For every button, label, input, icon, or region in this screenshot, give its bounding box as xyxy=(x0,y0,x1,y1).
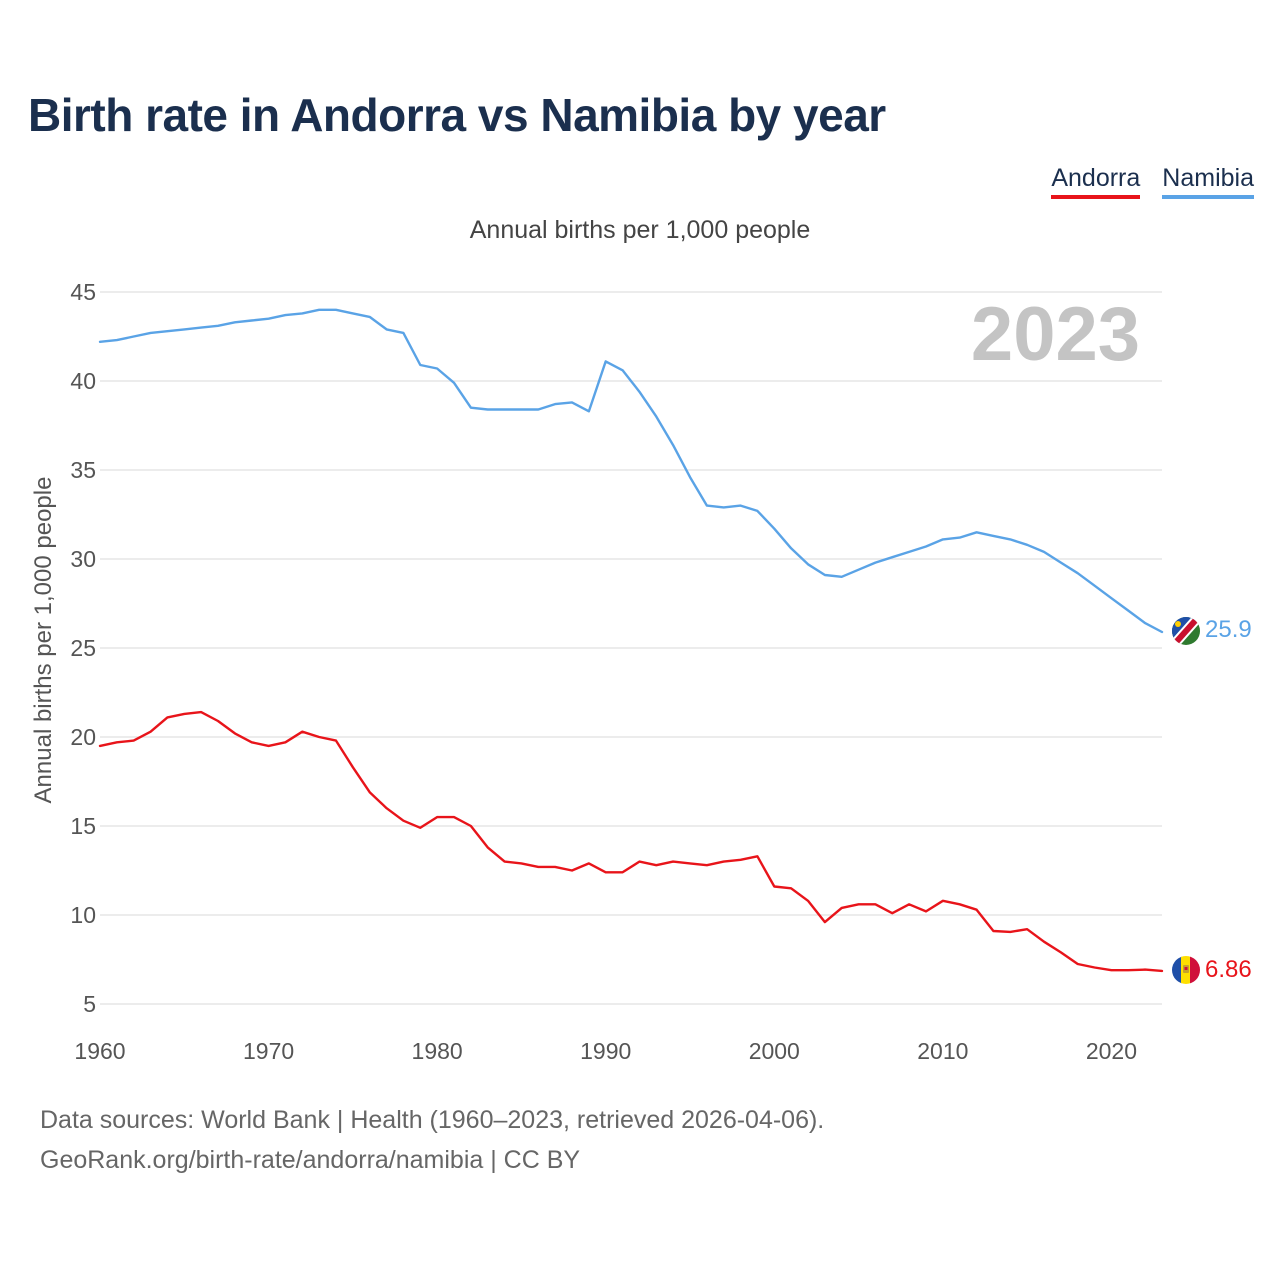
x-tick-label-1980: 1980 xyxy=(412,1038,463,1064)
grid-layer xyxy=(100,291,1162,1005)
legend-item-namibia[interactable]: Namibia xyxy=(1162,164,1254,199)
year-watermark: 2023 xyxy=(971,292,1140,377)
namibia-flag-icon xyxy=(1172,617,1200,645)
x-tick-label-2010: 2010 xyxy=(917,1038,968,1064)
y-axis-ticks: 5 10 15 20 25 30 35 40 45 xyxy=(70,279,96,1017)
x-tick-label-2020: 2020 xyxy=(1086,1038,1137,1064)
y-tick-label-45: 45 xyxy=(70,279,96,305)
page-title: Birth rate in Andorra vs Namibia by year xyxy=(28,89,886,141)
x-tick-label-1970: 1970 xyxy=(243,1038,294,1064)
chart-subtitle: Annual births per 1,000 people xyxy=(469,216,811,244)
series-layer xyxy=(98,308,1164,973)
y-tick-label-30: 30 xyxy=(70,546,96,572)
y-tick-label-35: 35 xyxy=(70,457,96,483)
y-tick-label-25: 25 xyxy=(70,635,96,661)
andorra-flag-icon xyxy=(1172,956,1200,984)
legend-item-andorra[interactable]: Andorra xyxy=(1051,164,1141,199)
y-tick-label-5: 5 xyxy=(83,991,96,1017)
y-tick-label-20: 20 xyxy=(70,724,96,750)
x-tick-label-1960: 1960 xyxy=(74,1038,125,1064)
y-axis-label: Annual births per 1,000 people xyxy=(30,477,57,804)
x-axis-ticks: 1960 1970 1980 1990 2000 2010 2020 xyxy=(74,1038,1137,1064)
footer-link[interactable]: GeoRank.org/birth-rate/andorra/namibia |… xyxy=(40,1146,581,1174)
chart-legend: Andorra Namibia xyxy=(1051,164,1254,199)
series-line-andorra xyxy=(98,710,1164,973)
y-tick-label-40: 40 xyxy=(70,368,96,394)
y-tick-label-15: 15 xyxy=(70,813,96,839)
x-tick-label-1990: 1990 xyxy=(580,1038,631,1064)
x-tick-label-2000: 2000 xyxy=(749,1038,800,1064)
end-label-andorra: 6.86 xyxy=(1205,956,1252,983)
y-tick-label-10: 10 xyxy=(70,902,96,928)
series-line-namibia xyxy=(98,308,1164,634)
footer-sources: Data sources: World Bank | Health (1960–… xyxy=(40,1106,825,1134)
end-label-namibia: 25.9 xyxy=(1205,616,1252,643)
